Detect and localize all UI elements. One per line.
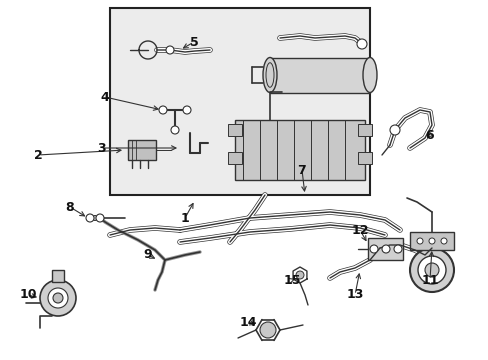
Text: 3: 3: [98, 141, 106, 154]
Circle shape: [428, 238, 434, 244]
Circle shape: [165, 46, 174, 54]
Circle shape: [356, 39, 366, 49]
Circle shape: [416, 238, 422, 244]
Circle shape: [417, 256, 445, 284]
Circle shape: [86, 214, 94, 222]
Bar: [269, 58, 369, 93]
Circle shape: [87, 216, 92, 220]
Bar: [357, 124, 371, 136]
Bar: [128, 140, 156, 160]
Circle shape: [381, 245, 389, 253]
Text: 5: 5: [189, 36, 198, 49]
Text: 11: 11: [420, 274, 438, 287]
Circle shape: [40, 280, 76, 316]
Circle shape: [440, 238, 446, 244]
Circle shape: [260, 322, 275, 338]
Bar: [235, 120, 364, 180]
Circle shape: [159, 106, 167, 114]
Bar: [227, 124, 242, 136]
Text: 13: 13: [346, 288, 363, 302]
Circle shape: [97, 216, 102, 220]
Text: 6: 6: [425, 129, 433, 141]
Circle shape: [393, 245, 401, 253]
Ellipse shape: [263, 58, 276, 93]
Bar: [357, 152, 371, 164]
Circle shape: [96, 214, 104, 222]
Text: 4: 4: [101, 90, 109, 104]
Circle shape: [295, 271, 304, 279]
Circle shape: [424, 263, 438, 277]
Circle shape: [409, 248, 453, 292]
Bar: [367, 238, 402, 260]
Circle shape: [369, 245, 377, 253]
Circle shape: [389, 125, 399, 135]
Text: 2: 2: [34, 149, 42, 162]
Ellipse shape: [362, 58, 376, 93]
Bar: [409, 232, 453, 250]
Circle shape: [92, 216, 97, 220]
Text: 7: 7: [297, 163, 306, 176]
Text: 12: 12: [350, 224, 368, 237]
Circle shape: [53, 293, 63, 303]
Text: 1: 1: [180, 212, 189, 225]
Text: 9: 9: [143, 248, 152, 261]
Circle shape: [48, 288, 68, 308]
Bar: [110, 8, 369, 195]
Text: 8: 8: [65, 201, 74, 213]
Circle shape: [183, 106, 191, 114]
Bar: [227, 152, 242, 164]
Text: 15: 15: [283, 274, 300, 287]
Circle shape: [171, 126, 179, 134]
Text: 14: 14: [239, 315, 256, 328]
Bar: [52, 270, 64, 282]
Text: 10: 10: [19, 288, 37, 302]
